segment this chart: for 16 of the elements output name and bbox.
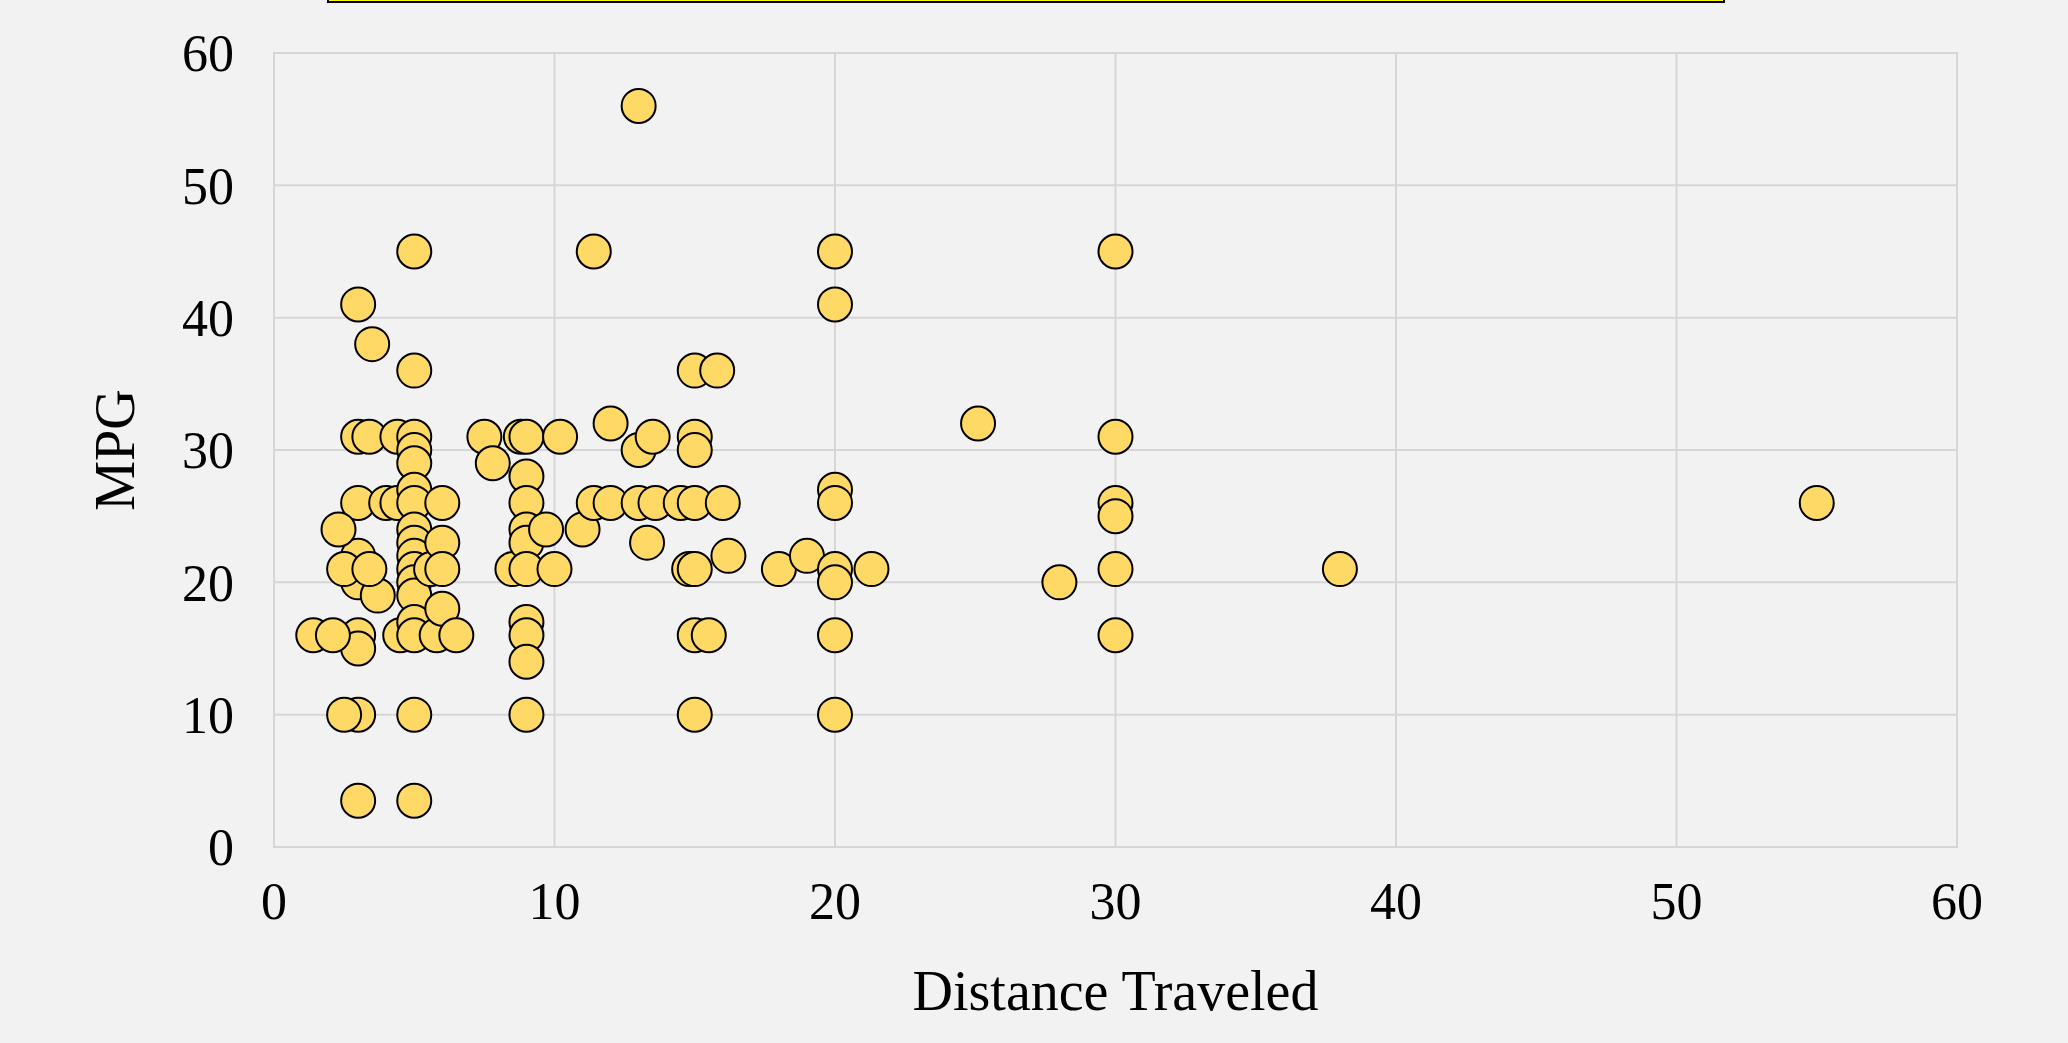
y-tick-label: 50: [182, 157, 234, 215]
y-tick-label: 60: [182, 25, 234, 83]
x-tick-label: 60: [1931, 873, 1983, 930]
y-axis-title: MPG: [84, 389, 146, 511]
x-tick-label: 30: [1089, 873, 1142, 930]
y-tick-label: 10: [182, 686, 234, 744]
y-tick-label: 40: [182, 289, 234, 347]
x-axis-title: Distance Traveled: [912, 960, 1319, 1022]
x-tick-label: 10: [528, 873, 581, 930]
x-tick-label: 50: [1650, 873, 1703, 930]
y-tick-label: 20: [182, 554, 234, 612]
y-tick-label: 0: [208, 819, 234, 877]
x-tick-label: 20: [809, 873, 861, 930]
y-tick-label: 30: [182, 422, 234, 480]
x-tick-label: 40: [1370, 873, 1422, 930]
x-tick-label: 0: [261, 873, 287, 930]
